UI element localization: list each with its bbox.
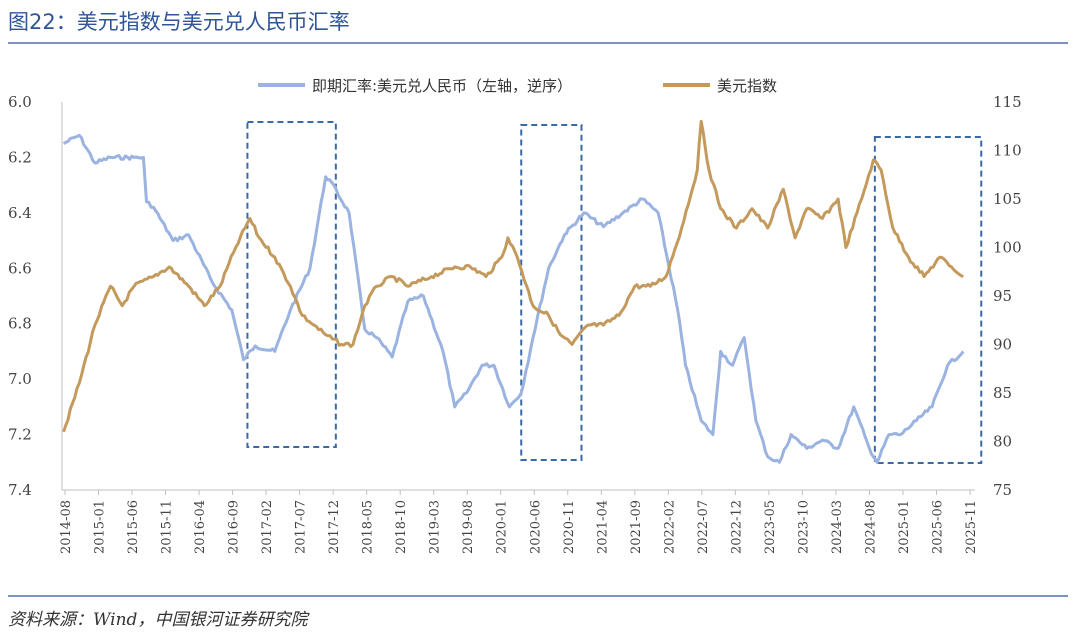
- right-tick-label: 85: [993, 384, 1012, 402]
- legend-label-dxy: 美元指数: [717, 77, 777, 95]
- cny-rate-line: [62, 133, 965, 464]
- x-tick-label: 2024-08: [863, 500, 878, 554]
- x-tick-label: 2025-06: [930, 500, 945, 554]
- x-tick-label: 2016-04: [193, 500, 208, 554]
- left-tick-label: 7.0: [8, 370, 32, 388]
- left-tick-label: 7.2: [8, 426, 32, 444]
- figure-title: 图22：美元指数与美元兑人民币汇率: [8, 10, 350, 34]
- left-tick-label: 6.6: [8, 259, 32, 277]
- highlight-box: [246, 121, 337, 448]
- x-tick-label: 2023-10: [796, 500, 811, 554]
- x-tick-label: 2015-11: [160, 500, 175, 554]
- x-tick-label: 2023-05: [763, 500, 778, 554]
- x-tick-label: 2020-01: [495, 500, 510, 554]
- source-rule: [8, 595, 1068, 597]
- left-tick-label: 7.4: [8, 481, 32, 499]
- x-tick-label: 2018-10: [394, 500, 409, 554]
- x-tick-label: 2015-01: [93, 500, 108, 554]
- title-rule: [8, 42, 1068, 44]
- x-tick-label: 2025-01: [897, 500, 912, 554]
- x-tick-label: 2014-08: [59, 500, 74, 554]
- x-tick-label: 2017-02: [260, 500, 275, 554]
- highlight-box: [520, 124, 583, 461]
- right-tick-label: 80: [993, 433, 1012, 451]
- right-tick-label: 75: [993, 481, 1012, 499]
- x-tick-label: 2019-03: [428, 500, 443, 554]
- series-lines: [62, 119, 965, 464]
- highlight-boxes: [246, 121, 983, 464]
- dual-axis-line-chart: 6.0 6.2 6.4 6.6 6.8 7.0 7.2 7.4 115 110 105 100 95 90…: [8, 77, 1022, 554]
- left-tick-label: 6.2: [8, 148, 32, 166]
- left-tick-label: 6.8: [8, 315, 32, 333]
- left-tick-label: 6.0: [8, 93, 32, 111]
- axes: 6.0 6.2 6.4 6.6 6.8 7.0 7.2 7.4 115 110 105 100 95 90…: [8, 93, 1022, 554]
- source-note: 资料来源：Wind，中国银河证券研究院: [8, 610, 308, 630]
- right-tick-label: 90: [993, 336, 1012, 354]
- dollar-index-line: [62, 119, 964, 433]
- x-tick-label: 2021-04: [595, 500, 610, 554]
- x-tick-label: 2017-12: [327, 500, 342, 554]
- legend: 即期汇率:美元兑人民币（左轴，逆序） 美元指数: [258, 77, 777, 95]
- x-tick-label: 2025-11: [964, 500, 979, 554]
- x-tick-label: 2022-12: [729, 500, 744, 554]
- x-tick-label: 2020-11: [562, 500, 577, 554]
- x-tick-label: 2018-05: [361, 500, 376, 554]
- right-tick-label: 95: [993, 287, 1012, 305]
- x-tick-label: 2022-07: [696, 500, 711, 554]
- right-tick-label: 115: [993, 93, 1022, 111]
- x-tick-label: 2024-03: [830, 500, 845, 554]
- x-tick-label: 2021-09: [629, 500, 644, 554]
- legend-label-cny: 即期汇率:美元兑人民币（左轴，逆序）: [312, 77, 572, 95]
- right-tick-label: 100: [993, 239, 1022, 257]
- x-tick-label: 2015-06: [126, 500, 141, 554]
- x-tick-label: 2017-07: [294, 500, 309, 554]
- right-tick-label: 110: [993, 142, 1022, 160]
- x-tick-label: 2020-06: [528, 500, 543, 554]
- x-tick-label: 2019-08: [461, 500, 476, 554]
- left-tick-label: 6.4: [8, 204, 32, 222]
- x-tick-label: 2016-09: [227, 500, 242, 554]
- highlight-box: [873, 136, 983, 464]
- right-tick-label: 105: [993, 190, 1022, 208]
- x-tick-label: 2022-02: [662, 500, 677, 554]
